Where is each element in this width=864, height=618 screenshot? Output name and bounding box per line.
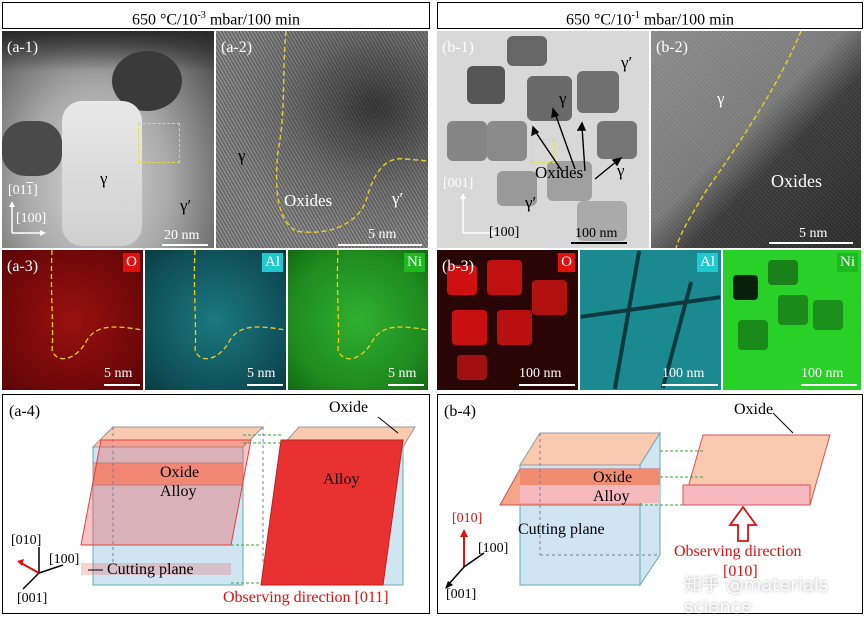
axis-001-label: [001] bbox=[446, 587, 477, 602]
oxide-top-label: Oxide bbox=[329, 399, 369, 416]
scale-label: 5 nm bbox=[388, 366, 417, 381]
panel-label-a3: (a-3) bbox=[7, 258, 39, 275]
schematic-b4-drawing bbox=[445, 412, 831, 589]
element-badge: O bbox=[558, 253, 575, 272]
element-badge: Al bbox=[697, 253, 718, 272]
panel-b2: (b-2) γ Oxides 5 nm bbox=[651, 31, 861, 248]
gamma-label: γ bbox=[717, 89, 725, 108]
axis-001-label: [001] bbox=[17, 591, 48, 606]
panel-label-a4: (a-4) bbox=[9, 403, 41, 420]
panel-a2: (a-2) γ Oxides γ′ 5 nm bbox=[216, 31, 428, 248]
scale-label: 100 nm bbox=[662, 366, 705, 381]
schematic-a4-drawing bbox=[17, 416, 416, 590]
axis-010-label: [010] bbox=[452, 511, 483, 526]
map-b3-o: (b-3) O 100 nm bbox=[437, 250, 578, 390]
gamma-label: γ bbox=[559, 89, 567, 108]
gamma-prime-label: γ′ bbox=[180, 196, 192, 215]
schematic-b4: (b-4) Oxide Oxide Alloy Cutting plane Ob… bbox=[437, 394, 863, 618]
panel-label-a2: (a-2) bbox=[221, 39, 253, 56]
axis-100-label: [100] bbox=[49, 552, 80, 567]
gamma-prime-label: γ′ bbox=[621, 53, 633, 72]
scale-bar bbox=[104, 384, 140, 386]
element-badge: Al bbox=[262, 253, 283, 272]
gamma-prime-label: γ′ bbox=[525, 193, 537, 212]
header-a: 650 °C/10-3 mbar/100 min bbox=[2, 2, 430, 29]
scale-label: 5 nm bbox=[104, 366, 133, 381]
scale-label: 20 nm bbox=[164, 228, 200, 243]
gamma-label: γ bbox=[238, 146, 246, 165]
panel-a1: (a-1) γ γ′ [011] [100] 20 nm bbox=[2, 31, 214, 248]
oxide-arrows bbox=[531, 107, 623, 180]
panel-label-a1: (a-1) bbox=[7, 39, 39, 56]
oxide-label: Oxide bbox=[160, 464, 200, 481]
scale-bar bbox=[662, 384, 718, 386]
panel-b1: (b-1) γ′ γ γ Oxides γ′ [001] [100] 100 n… bbox=[437, 31, 649, 248]
scale-bar bbox=[519, 384, 575, 386]
panel-label-b3: (b-3) bbox=[442, 258, 474, 275]
observing-direction-label: Observing direction bbox=[674, 543, 802, 560]
roi-box bbox=[531, 139, 555, 163]
element-badge: Ni bbox=[837, 253, 858, 272]
panel-label-b4: (b-4) bbox=[444, 403, 476, 420]
axis-label-v: [001] bbox=[443, 176, 474, 191]
scale-label: 5 nm bbox=[368, 227, 397, 242]
scale-bar bbox=[388, 384, 424, 386]
cutting-plane-label: Cutting plane bbox=[107, 561, 194, 578]
scale-label: 5 nm bbox=[799, 226, 828, 241]
scale-bar bbox=[338, 244, 422, 246]
axis-arrows-a1 bbox=[9, 201, 46, 236]
map-a3-ni: Ni 5 nm bbox=[288, 250, 428, 390]
scale-bar bbox=[571, 242, 627, 244]
axis-label-v: [011] bbox=[8, 183, 38, 198]
element-badge: Ni bbox=[404, 253, 425, 272]
gamma-prime-label: γ′ bbox=[392, 189, 404, 208]
roi-box bbox=[138, 123, 180, 163]
axis-label-h: [100] bbox=[489, 225, 520, 240]
scale-bar bbox=[769, 242, 853, 244]
header-b: 650 °C/10-1 mbar/100 min bbox=[437, 2, 863, 29]
oxides-label: Oxides bbox=[771, 171, 822, 191]
cutting-plane-label: Cutting plane bbox=[518, 521, 605, 538]
scale-bar bbox=[162, 244, 208, 246]
oxides-label: Oxides bbox=[284, 191, 333, 210]
oxides-label: Oxides bbox=[535, 163, 584, 182]
oxide-top-label: Oxide bbox=[734, 401, 774, 418]
scale-bar bbox=[247, 384, 283, 386]
scale-label: 100 nm bbox=[575, 226, 618, 241]
schematic-a4: (a-4) Oxide Oxide Alloy Alloy Cutting pl… bbox=[2, 394, 430, 614]
map-b3-ni: Ni 100 nm bbox=[723, 250, 861, 390]
observing-direction-value: [010] bbox=[723, 563, 758, 580]
panel-label-b2: (b-2) bbox=[656, 39, 688, 56]
alloy-label: Alloy bbox=[593, 488, 630, 505]
axis-label-h: [100] bbox=[16, 211, 47, 226]
element-badge: O bbox=[123, 253, 140, 272]
gamma-label: γ bbox=[617, 161, 625, 180]
scale-bar bbox=[801, 384, 857, 386]
alloy-big-label: Alloy bbox=[323, 471, 360, 488]
scale-label: 100 nm bbox=[801, 366, 844, 381]
map-b3-al: Al 100 nm bbox=[580, 250, 721, 390]
map-a3-al: Al 5 nm bbox=[145, 250, 286, 390]
scale-label: 5 nm bbox=[247, 366, 276, 381]
axis-100-label: [100] bbox=[478, 541, 509, 556]
observing-direction-label: Observing direction [011] bbox=[223, 589, 389, 606]
alloy-label: Alloy bbox=[160, 483, 197, 500]
panel-label-b1: (b-1) bbox=[442, 39, 474, 56]
watermark: 知乎 @materials science bbox=[684, 575, 829, 618]
axis-arrows-b1 bbox=[460, 193, 497, 236]
gamma-label: γ bbox=[100, 169, 108, 188]
interface-line-a2 bbox=[275, 31, 428, 233]
axis-010-label: [010] bbox=[11, 533, 42, 548]
scale-label: 100 nm bbox=[519, 366, 562, 381]
oxide-label: Oxide bbox=[593, 469, 633, 486]
map-a3-o: (a-3) O 5 nm bbox=[2, 250, 143, 390]
interface-line-b2 bbox=[675, 31, 802, 248]
